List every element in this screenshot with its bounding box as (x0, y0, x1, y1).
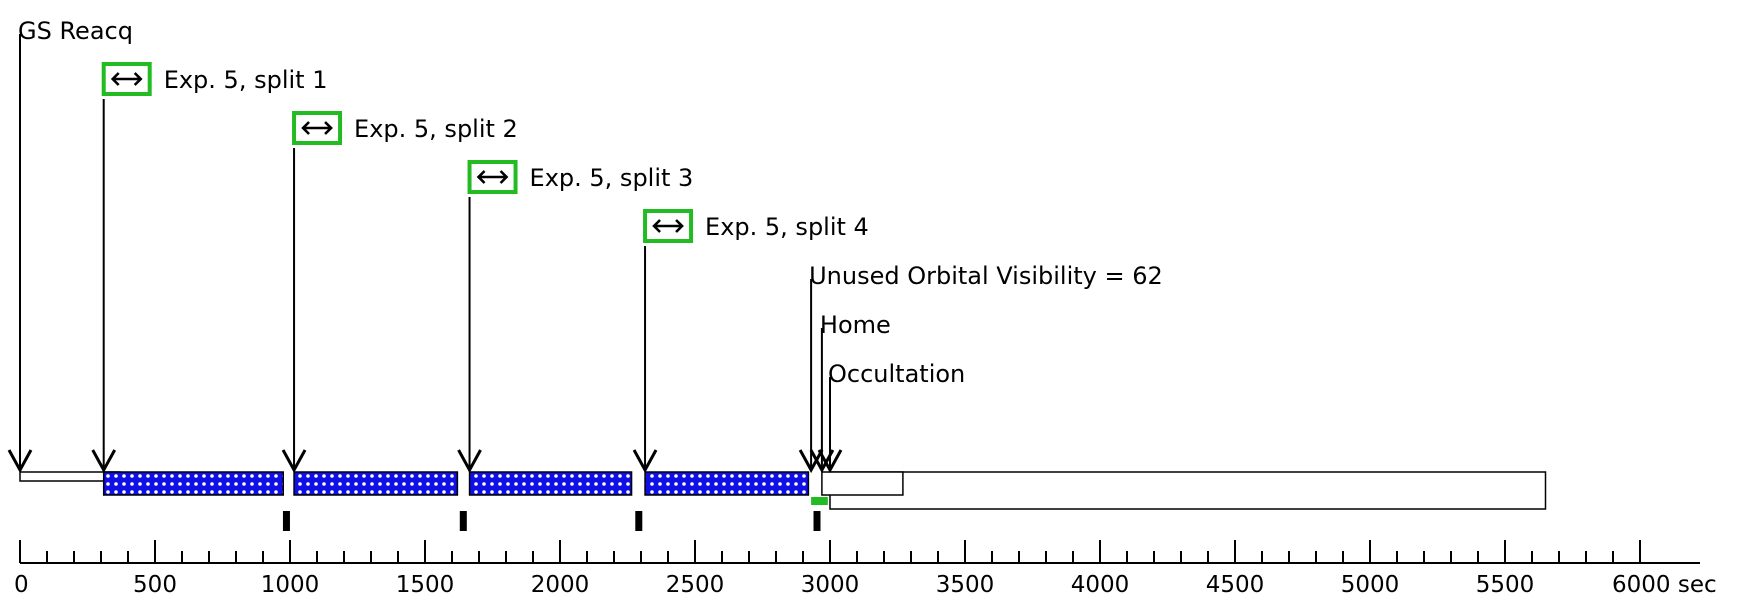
tick-label: 5500 (1476, 572, 1535, 598)
exposure-bar-4 (644, 471, 810, 496)
tick-label: 4500 (1206, 572, 1265, 598)
tick-label: 500 (133, 572, 177, 598)
exposure-4-label: Exp. 5, split 4 (705, 213, 869, 241)
double-arrow-icon (101, 62, 152, 96)
occultation-label: Occultation (828, 360, 965, 388)
exposure-1-label: Exp. 5, split 1 (164, 66, 328, 94)
gap-marker-4 (813, 511, 821, 531)
tick-label: 6000 sec (1612, 572, 1717, 598)
exposure-1-arrow-icon (91, 449, 117, 474)
gap-marker-2 (459, 511, 467, 531)
exposure-2-label: Exp. 5, split 2 (354, 115, 518, 143)
occultation-arrow-icon (817, 449, 843, 474)
double-arrow-icon (292, 111, 343, 145)
gs-reacq-label: GS Reacq (18, 17, 133, 45)
occultation-bar (829, 471, 1547, 510)
gap-marker-1 (282, 511, 290, 531)
tick-label: 1000 (261, 572, 320, 598)
home-bar (821, 471, 904, 496)
unused-visibility-block (811, 497, 828, 505)
exposure-bar-3 (468, 471, 633, 496)
tick-label: 0 (14, 572, 29, 598)
double-arrow-icon (467, 160, 518, 194)
gs-reacq-arrow-icon (7, 449, 33, 474)
unused-visibility-arrow-icon (798, 449, 824, 474)
tick-label: 3000 (801, 572, 860, 598)
gap-markers (282, 511, 821, 531)
unused-visibility-label: Unused Orbital Visibility = 62 (809, 262, 1163, 290)
exposure-3-label: Exp. 5, split 3 (530, 164, 694, 192)
tick-label: 2000 (531, 572, 590, 598)
exposure-2-arrow-icon (281, 449, 307, 474)
tick-label: 1500 (396, 572, 455, 598)
exposure-3-arrow-icon (457, 449, 482, 474)
event-annotations: GS Reacq Exp. 5, split 1 Exp. 5, split 2 Ex… (7, 17, 1163, 474)
exposure-bar-2 (293, 471, 459, 496)
tick-label: 5000 (1341, 572, 1400, 598)
tick-label: 3500 (936, 572, 995, 598)
tick-label: 4000 (1071, 572, 1130, 598)
tick-label: 2500 (666, 572, 725, 598)
double-arrow-icon (643, 209, 694, 243)
exposure-4-arrow-icon (632, 449, 658, 474)
gap-marker-3 (635, 511, 643, 531)
timeline-bars (19, 471, 1547, 510)
home-label: Home (820, 311, 891, 339)
time-axis: 0 500 1000 1500 2000 2500 3000 3500 4000 4500 5000… (14, 540, 1717, 598)
exposure-bar-1 (102, 471, 284, 496)
